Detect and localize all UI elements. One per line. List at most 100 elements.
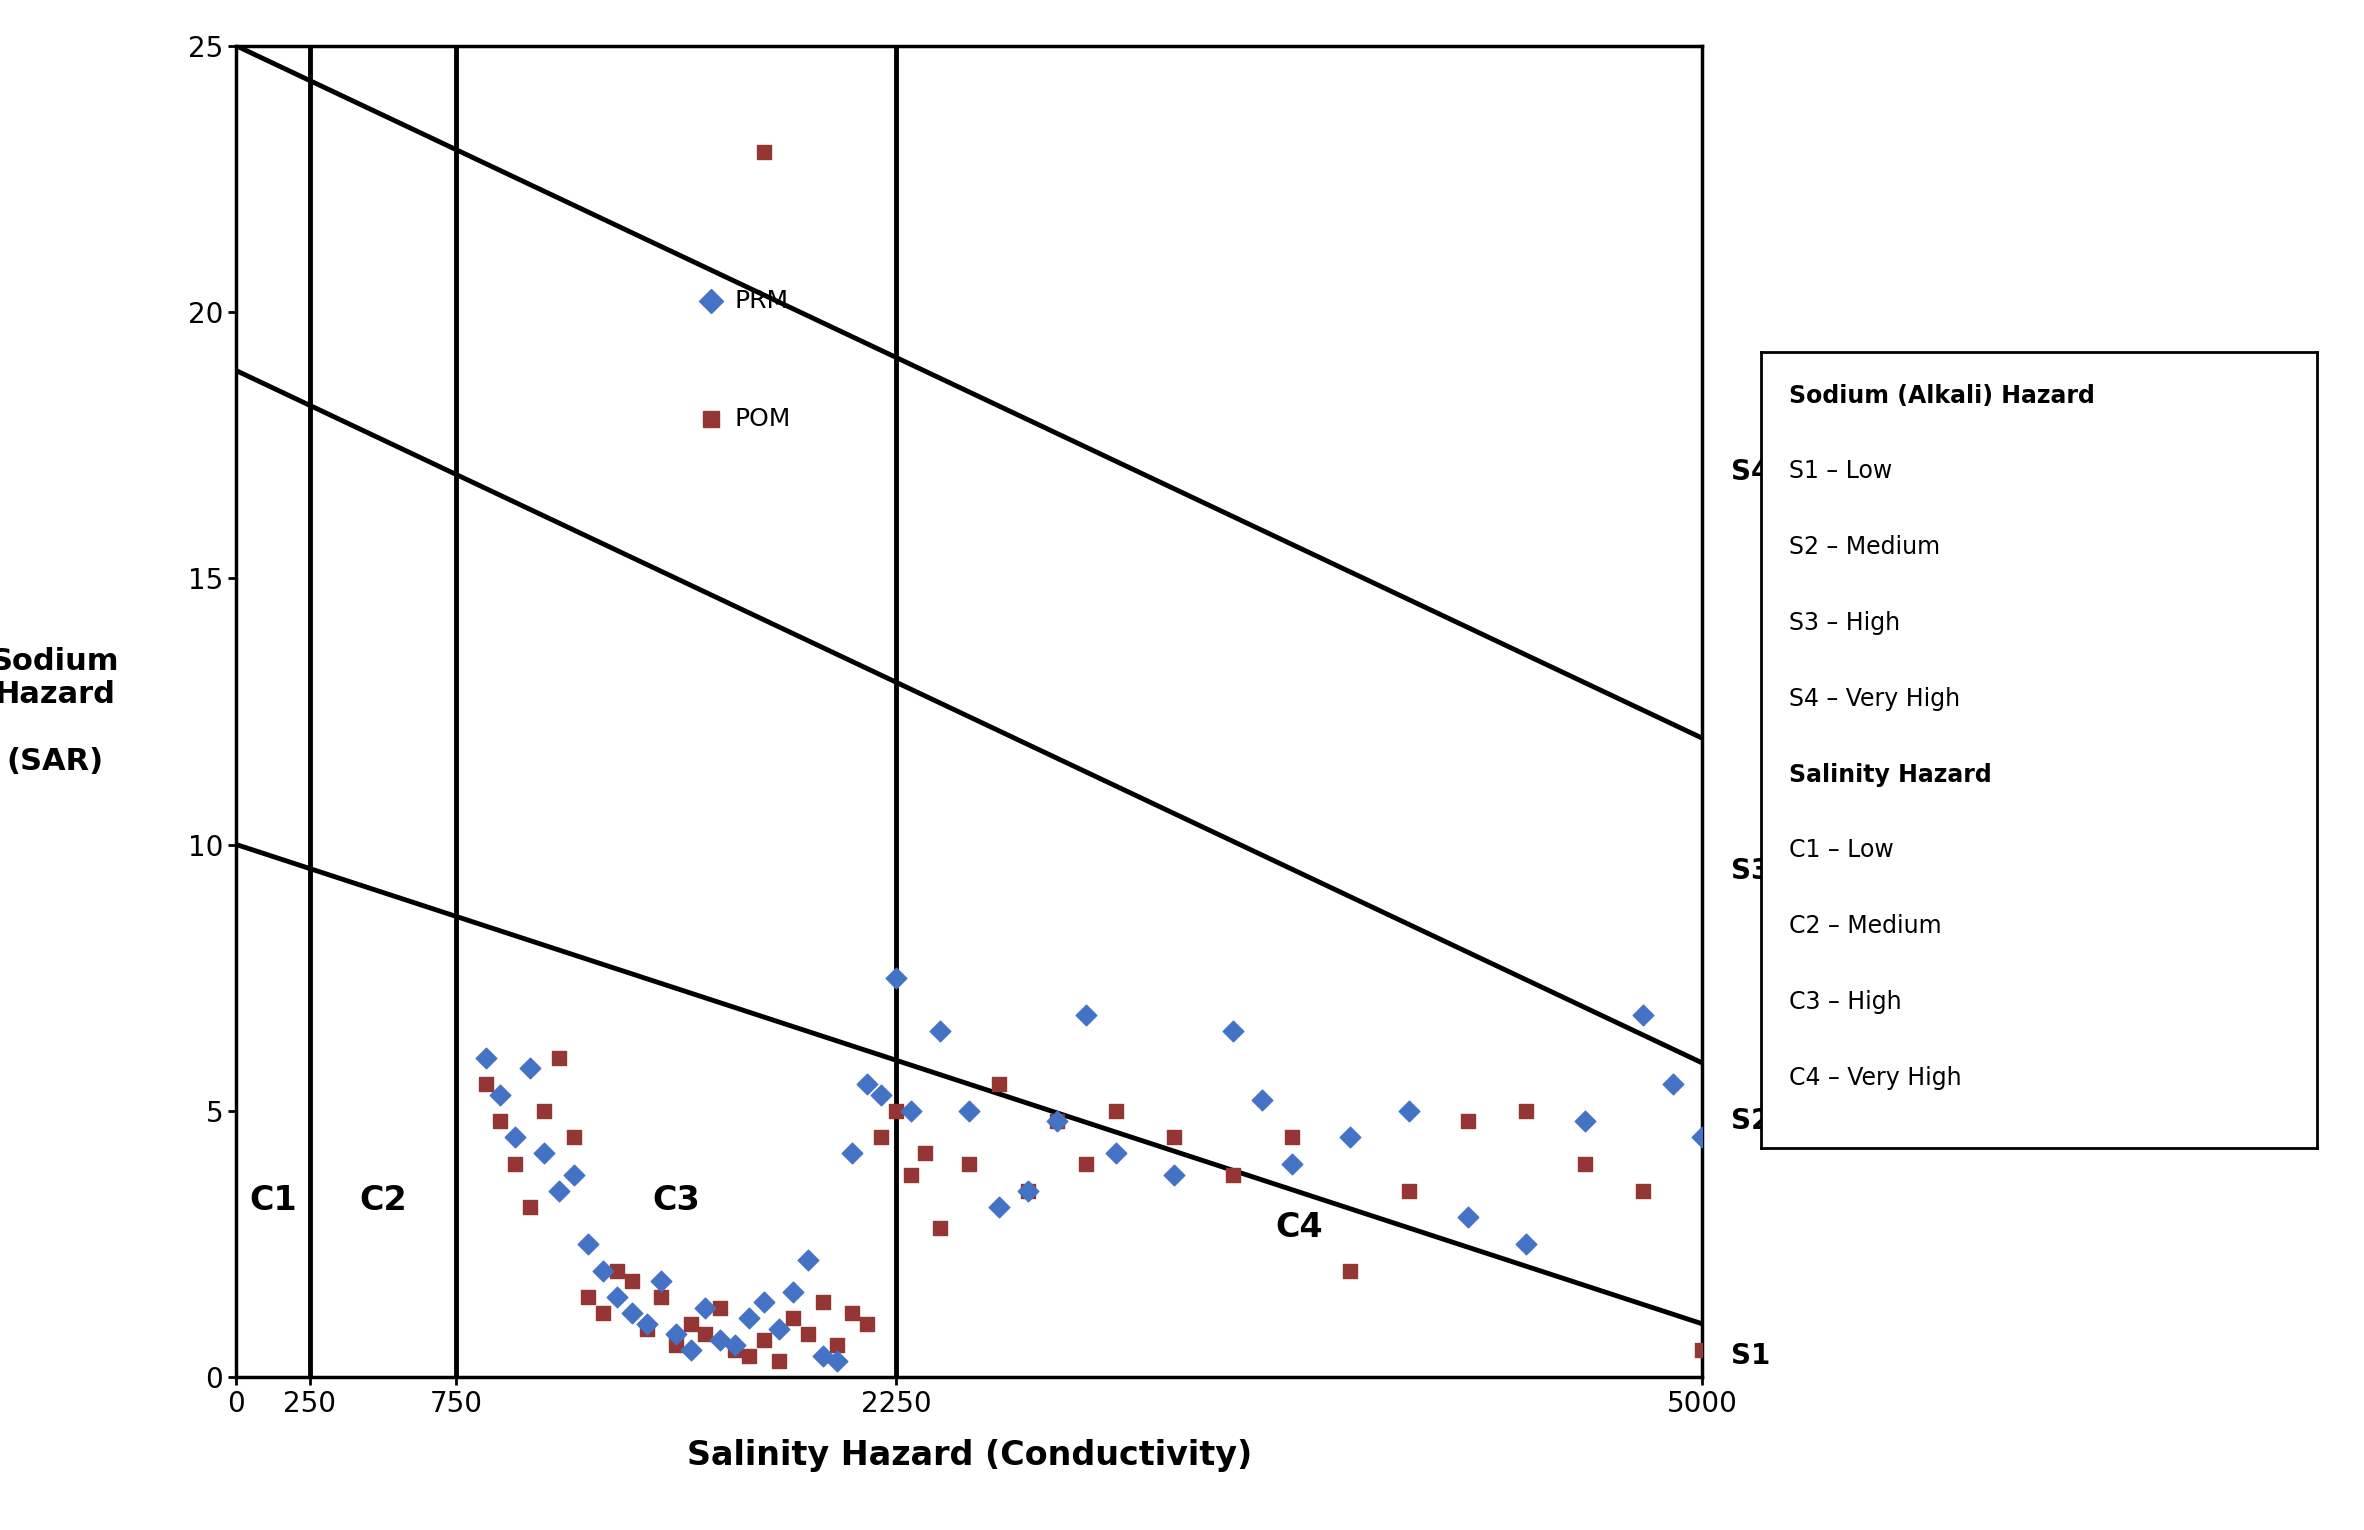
Text: Salinity Hazard: Salinity Hazard [1790,762,1993,786]
X-axis label: Salinity Hazard (Conductivity): Salinity Hazard (Conductivity) [686,1440,1253,1472]
Point [671,1311,709,1336]
Text: C4: C4 [1274,1210,1324,1244]
Point [877,1099,915,1123]
Point [759,1317,797,1342]
Point [1097,1141,1135,1166]
Point [950,1152,988,1177]
Point [671,1339,709,1363]
Text: S3: S3 [1730,857,1771,886]
Point [804,1290,842,1314]
Point [466,1045,504,1069]
Point [657,1333,695,1357]
Point [612,1300,650,1325]
Point [511,1195,548,1219]
Point [818,1349,856,1374]
Point [1624,1002,1662,1027]
Point [539,1178,577,1203]
Point [759,1349,797,1374]
Point [686,1322,723,1346]
Point [849,1311,886,1336]
Point [832,1141,870,1166]
Point [629,1311,667,1336]
Point [730,1343,768,1368]
Point [511,1056,548,1080]
Point [1655,1073,1693,1097]
Text: C4 – Very High: C4 – Very High [1790,1066,1962,1089]
Point [832,1300,870,1325]
Point [1215,1163,1253,1187]
Point [863,1083,901,1108]
Text: POM: POM [735,407,792,430]
Y-axis label: Sodium
Hazard

(SAR): Sodium Hazard (SAR) [0,647,118,776]
Point [539,1045,577,1069]
Point [1390,1178,1428,1203]
Point [790,1322,827,1346]
Point [556,1163,593,1187]
Point [466,1073,504,1097]
Point [1038,1109,1076,1134]
Point [1243,1088,1281,1112]
Point [849,1073,886,1097]
Text: S1: S1 [1730,1342,1771,1369]
Point [598,1285,636,1310]
Point [496,1125,534,1149]
Point [1565,1152,1603,1177]
Point [922,1216,960,1241]
Point [979,1073,1017,1097]
Text: S2 – Medium: S2 – Medium [1790,536,1941,560]
Point [702,1328,740,1353]
Point [686,1296,723,1320]
Point [1272,1152,1310,1177]
Point [745,141,782,165]
Text: C2: C2 [359,1184,407,1218]
Point [598,1258,636,1282]
Text: S4: S4 [1730,457,1771,487]
Point [584,1300,622,1325]
Point [525,1141,563,1166]
Point [1390,1099,1428,1123]
Point [657,1322,695,1346]
Point [1272,1125,1310,1149]
Point [1683,1125,1721,1149]
Point [1565,1109,1603,1134]
Text: C1 – Low: C1 – Low [1790,838,1894,863]
Point [1508,1099,1546,1123]
Text: S1 – Low: S1 – Low [1790,459,1891,483]
Point [790,1247,827,1271]
Point [570,1285,608,1310]
Point [1331,1125,1369,1149]
Point [1508,1232,1546,1256]
Point [745,1290,782,1314]
Point [730,1307,768,1331]
Point [584,1258,622,1282]
Point [643,1285,681,1310]
Point [745,1328,782,1353]
Point [818,1333,856,1357]
Text: C3 – High: C3 – High [1790,990,1901,1014]
Point [612,1268,650,1293]
Point [570,1232,608,1256]
Point [922,1019,960,1043]
Point [1097,1099,1135,1123]
Point [482,1109,520,1134]
Point [1156,1163,1194,1187]
Point [1331,1258,1369,1282]
Point [1069,1152,1106,1177]
Point [556,1125,593,1149]
Text: PRM: PRM [735,289,790,314]
Point [1009,1178,1047,1203]
Point [775,1279,813,1304]
Point [496,1152,534,1177]
Point [905,1141,943,1166]
Point [877,965,915,990]
Point [716,1333,754,1357]
Point [863,1125,901,1149]
Text: Sodium (Alkali) Hazard: Sodium (Alkali) Hazard [1790,384,2095,407]
Text: C3: C3 [652,1184,700,1218]
Text: S2: S2 [1730,1108,1771,1135]
Text: S3 – High: S3 – High [1790,610,1901,635]
Point [702,1296,740,1320]
Text: C1: C1 [248,1184,298,1218]
Point [1038,1109,1076,1134]
Point [482,1083,520,1108]
